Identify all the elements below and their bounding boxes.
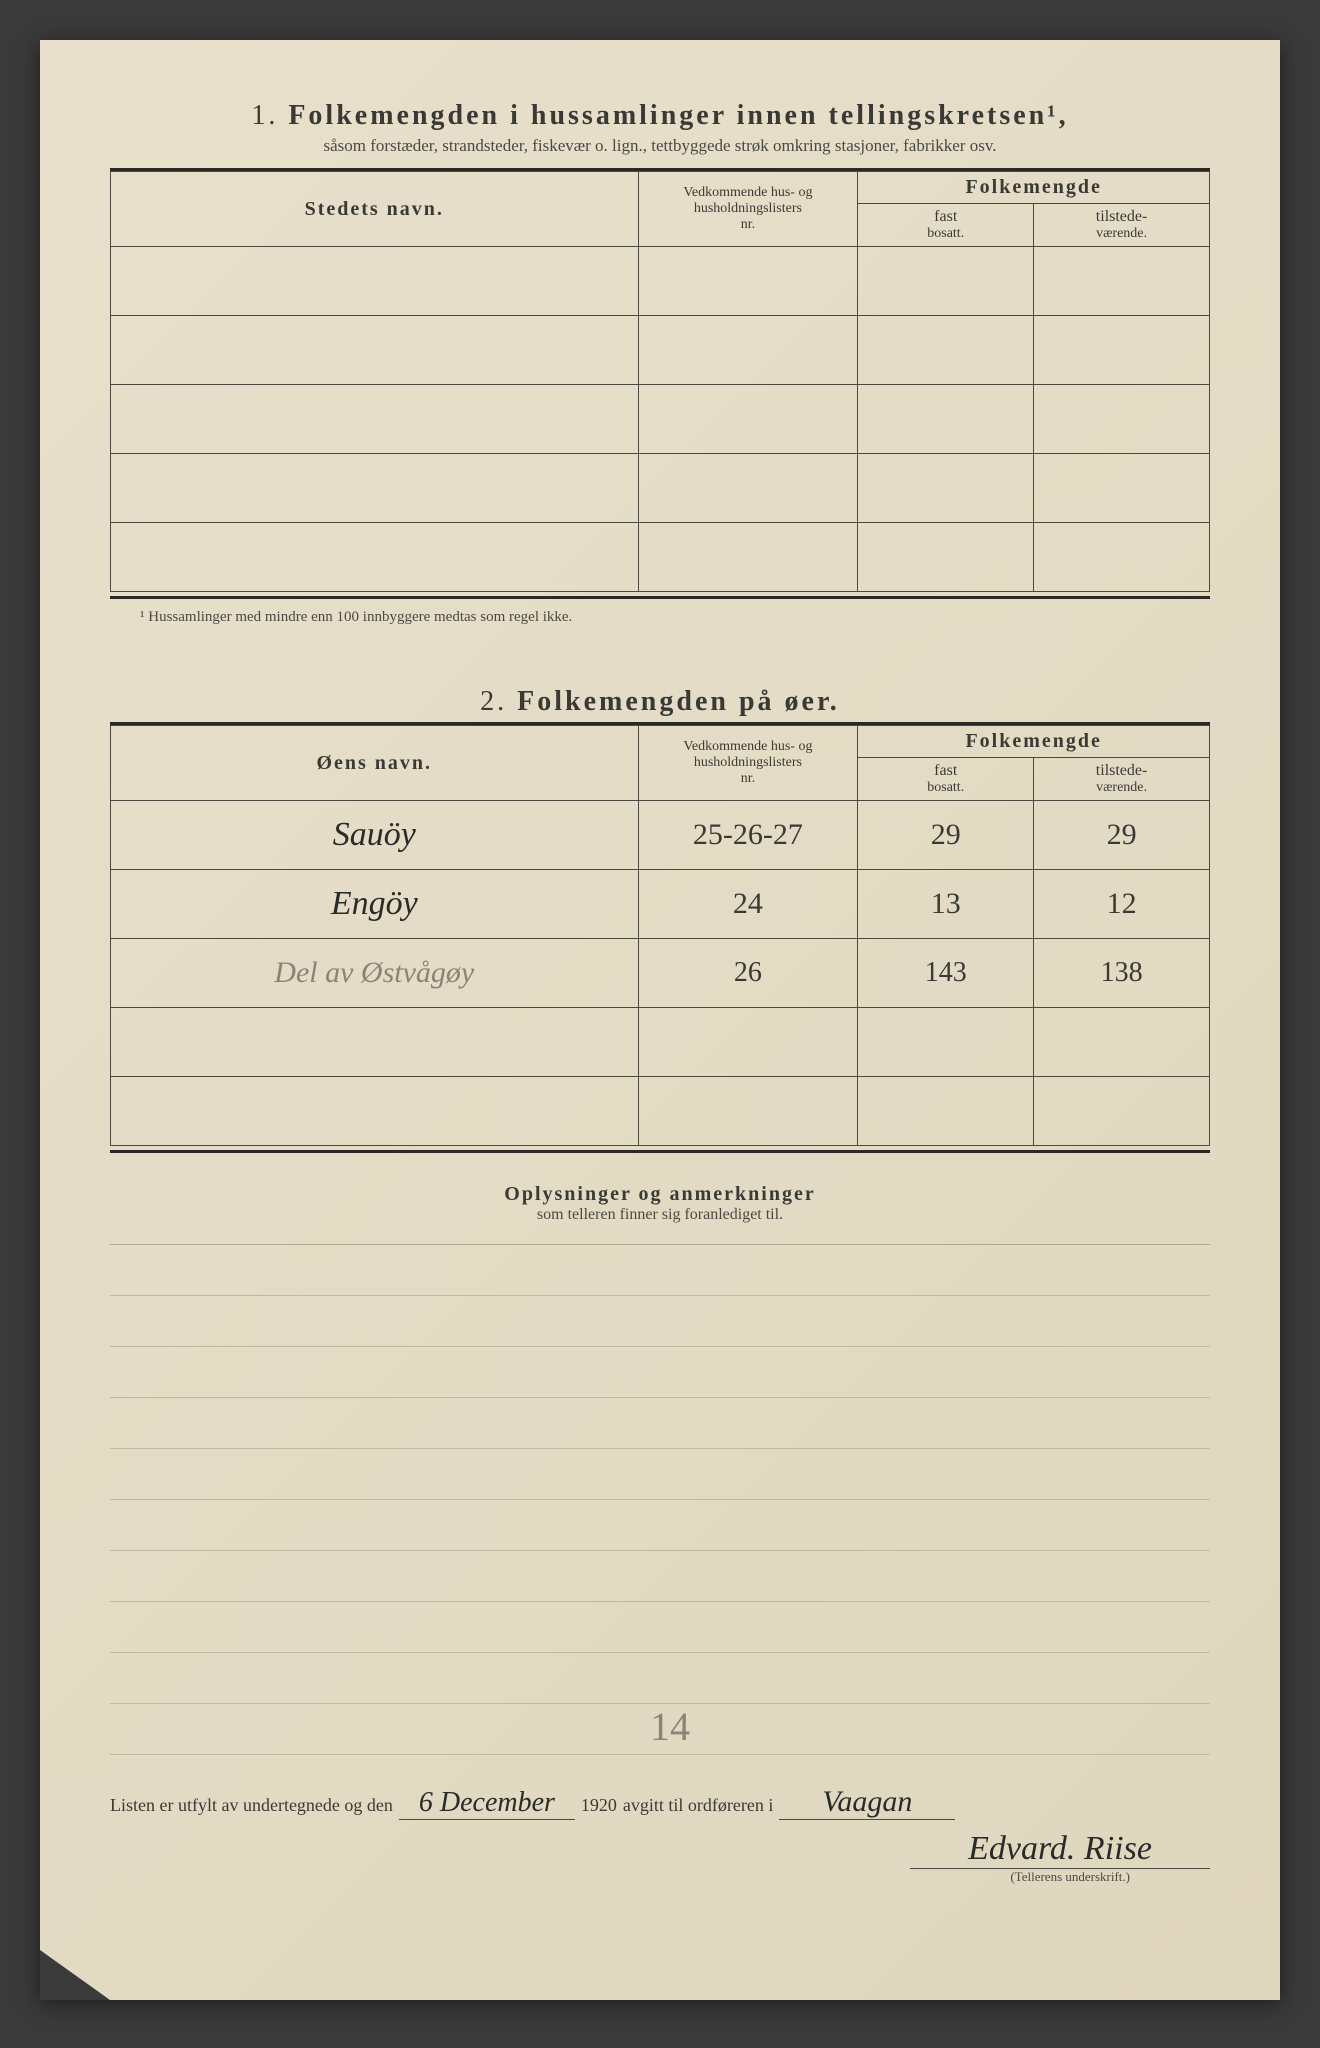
section2-body: Sauöy25-26-272929Engöy241312Del av Østvå… (111, 801, 1210, 1146)
section2-title: 2. Folkemengden på øer. (110, 686, 1210, 718)
island-name: Del av Østvågøy (274, 956, 474, 989)
rule (110, 596, 1210, 599)
fast-bosatt: 29 (858, 801, 1034, 870)
section3-subtitle: som telleren finner sig foranlediget til… (110, 1206, 1210, 1224)
year: 1920 (581, 1795, 617, 1816)
bottom-text1: Listen er utfylt av undertegnede og den (110, 1795, 393, 1816)
section2-title-text: Folkemengden på øer. (517, 686, 840, 717)
fast-bosatt: 143 (858, 939, 1034, 1008)
section1-title: 1. Folkemengden i hussamlinger innen tel… (110, 100, 1210, 132)
section1-table: Stedets navn. Vedkommende hus- og hushol… (110, 171, 1210, 592)
col-folkemengde: Folkemengde (858, 726, 1210, 758)
page-corner-fold (40, 1950, 110, 2000)
section2-table: Øens navn. Vedkommende hus- og husholdni… (110, 725, 1210, 1146)
island-name: Engöy (331, 885, 418, 922)
table-row (111, 1077, 1210, 1146)
section1-number: 1. (251, 100, 278, 131)
list-nr: 26 (638, 939, 858, 1008)
section1-body (111, 247, 1210, 592)
section1-subtitle: såsom forstæder, strandsteder, fiskevær … (110, 136, 1210, 156)
island-name: Sauöy (333, 816, 416, 853)
col-listers-nr: Vedkommende hus- og husholdningslisters … (638, 172, 858, 247)
section1-title-text: Folkemengden i hussamlinger innen tellin… (288, 100, 1068, 131)
table-row: Sauöy25-26-272929 (111, 801, 1210, 870)
table-row (111, 1008, 1210, 1077)
col-listers-nr: Vedkommende hus- og husholdningslisters … (638, 726, 858, 801)
section3-title: Oplysninger og anmerkninger (110, 1183, 1210, 1206)
tilstede: 29 (1034, 801, 1210, 870)
pencil-annotation: 14 (650, 1703, 690, 1750)
bottom-text2: avgitt til ordføreren i (623, 1795, 773, 1816)
signature-caption: (Tellerens underskrift.) (110, 1869, 1130, 1885)
bottom-statement: Listen er utfylt av undertegnede og den … (110, 1785, 1210, 1820)
signature: Edvard. Riise (910, 1830, 1210, 1869)
notes-area (110, 1244, 1210, 1755)
list-nr: 24 (638, 870, 858, 939)
section1-footnote: ¹ Hussamlinger med mindre enn 100 innbyg… (140, 609, 1210, 626)
document-page: 1. Folkemengden i hussamlinger innen tel… (40, 40, 1280, 2000)
col-fast-bosatt: fast bosatt. (858, 758, 1034, 801)
tilstede: 138 (1034, 939, 1210, 1008)
place-filled: Vaagan (779, 1785, 955, 1820)
col-fast-bosatt: fast bosatt. (858, 204, 1034, 247)
col-tilstede: tilstede- værende. (1034, 204, 1210, 247)
col-stedets-navn: Stedets navn. (111, 172, 639, 247)
tilstede: 12 (1034, 870, 1210, 939)
col-tilstede: tilstede- værende. (1034, 758, 1210, 801)
list-nr: 25-26-27 (638, 801, 858, 870)
section2-number: 2. (480, 686, 507, 717)
col-oens-navn: Øens navn. (111, 726, 639, 801)
col-folkemengde: Folkemengde (858, 172, 1210, 204)
signature-area: Edvard. Riise (110, 1830, 1210, 1869)
rule (110, 1150, 1210, 1153)
table-row: Engöy 241312 (111, 870, 1210, 939)
fast-bosatt: 13 (858, 870, 1034, 939)
table-row: Del av Østvågøy 26143138 (111, 939, 1210, 1008)
date-filled: 6 December (399, 1787, 575, 1820)
